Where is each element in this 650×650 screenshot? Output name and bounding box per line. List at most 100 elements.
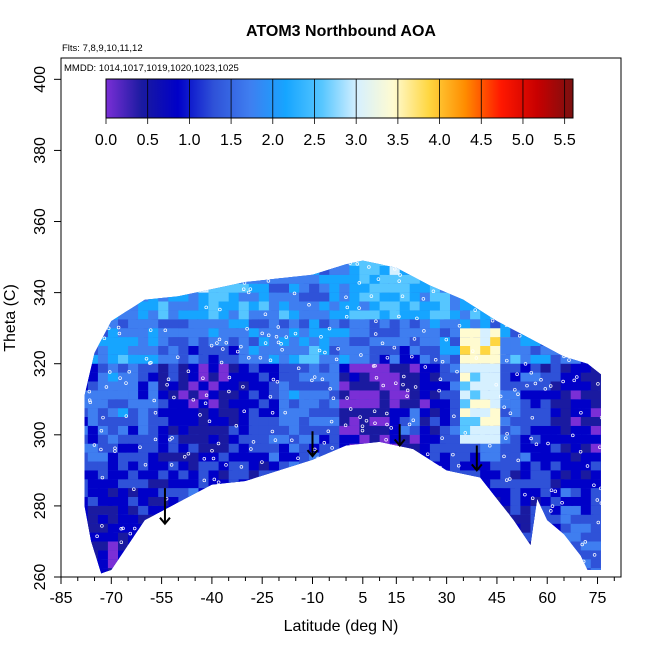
heatmap-patch	[208, 488, 224, 497]
heatmap-patch	[238, 425, 253, 435]
heatmap-patch	[198, 310, 210, 320]
heatmap-patch	[510, 568, 525, 574]
observation-point	[87, 398, 92, 402]
heatmap-patch	[289, 354, 306, 364]
heatmap-patch	[329, 488, 344, 497]
heatmap-patch	[299, 425, 319, 435]
heatmap-patch	[419, 283, 436, 293]
heatmap-patch	[399, 381, 413, 391]
heatmap-patch	[389, 266, 403, 275]
heatmap-patch	[530, 260, 546, 266]
heatmap-patch	[158, 479, 173, 489]
heatmap-patch	[148, 381, 159, 391]
heatmap-patch	[480, 363, 494, 373]
arrow-head	[306, 449, 319, 458]
heatmap-patch	[530, 541, 543, 551]
heatmap-patch	[289, 425, 304, 435]
heatmap-patch	[389, 532, 408, 542]
heatmap-patch	[580, 390, 601, 400]
observation-point	[463, 431, 468, 435]
heatmap-patch	[148, 461, 161, 471]
observation-point	[274, 335, 279, 339]
heatmap-patch	[258, 417, 269, 426]
heatmap-patch	[560, 372, 581, 382]
heatmap-patch	[409, 550, 428, 560]
heatmap-patch	[500, 443, 511, 453]
heatmap-patch	[268, 488, 292, 497]
heatmap-patch	[148, 274, 172, 284]
heatmap-patch	[97, 274, 110, 284]
heatmap-patch	[540, 434, 552, 444]
heatmap-patch	[590, 345, 601, 355]
heatmap-patch	[268, 541, 291, 551]
heatmap-patch	[450, 434, 464, 444]
heatmap-patch	[570, 434, 587, 444]
heatmap-patch	[359, 568, 373, 574]
heatmap-patch	[369, 470, 390, 480]
heatmap-patch	[319, 425, 338, 435]
heatmap-patch	[107, 408, 120, 417]
heatmap-patch	[309, 443, 326, 453]
heatmap-patch	[359, 292, 372, 302]
heatmap-patch	[359, 479, 371, 489]
heatmap-patch	[228, 425, 245, 435]
heatmap-patch	[530, 292, 554, 302]
heatmap-patch	[460, 461, 477, 471]
heatmap-patch	[520, 266, 532, 275]
colorbar-tick-label: 0.0	[95, 132, 117, 149]
heatmap-patch	[228, 292, 248, 302]
colorbar-tick-label: 5.5	[554, 132, 576, 149]
observation-point	[247, 356, 251, 360]
heatmap-patch	[439, 274, 461, 284]
heatmap-patch	[490, 390, 503, 400]
heatmap-patch	[560, 328, 583, 338]
heatmap-patch	[590, 470, 601, 480]
heatmap-patch	[319, 497, 337, 506]
heatmap-patch	[107, 345, 125, 355]
heatmap-patch	[228, 417, 240, 426]
heatmap-patch	[128, 292, 147, 302]
heatmap-patch	[460, 470, 476, 480]
heatmap-patch	[439, 328, 457, 338]
heatmap-patch	[299, 274, 316, 284]
heatmap-patch	[228, 497, 244, 506]
heatmap-patch	[107, 292, 131, 302]
observation-point	[186, 451, 191, 456]
heatmap-patch	[500, 310, 515, 320]
heatmap-patch	[500, 274, 512, 284]
heatmap-patch	[188, 274, 206, 284]
observation-point	[397, 279, 401, 283]
heatmap-patch	[590, 354, 601, 364]
heatmap-patch	[188, 292, 206, 302]
observation-point	[296, 456, 300, 461]
heatmap-patch	[550, 425, 568, 435]
heatmap-patch	[419, 274, 442, 284]
heatmap-patch	[188, 345, 204, 355]
heatmap-patch	[520, 497, 540, 506]
heatmap-patch	[97, 337, 114, 346]
heatmap-patch	[560, 488, 579, 497]
observation-point	[327, 514, 331, 519]
heatmap-patch	[349, 497, 361, 506]
observation-point	[549, 509, 553, 513]
heatmap-patch	[409, 497, 425, 506]
heatmap-patch	[520, 283, 531, 293]
observation-point	[121, 564, 125, 569]
observation-point	[292, 291, 297, 296]
heatmap-patch	[188, 461, 199, 471]
heatmap-patch	[238, 283, 258, 293]
observation-point	[211, 456, 216, 461]
heatmap-patch	[289, 559, 310, 569]
observation-point	[421, 297, 426, 301]
heatmap-patch	[148, 301, 166, 311]
heatmap-patch	[460, 434, 478, 444]
heatmap-patch	[279, 505, 297, 515]
heatmap-patch	[470, 328, 489, 338]
heatmap-patch	[97, 260, 109, 266]
heatmap-patch	[279, 568, 300, 574]
observation-point	[307, 271, 311, 275]
heatmap-patch	[208, 260, 230, 266]
heatmap-patch	[470, 310, 486, 320]
heatmap-patch	[248, 354, 263, 364]
heatmap-patch	[570, 541, 583, 551]
